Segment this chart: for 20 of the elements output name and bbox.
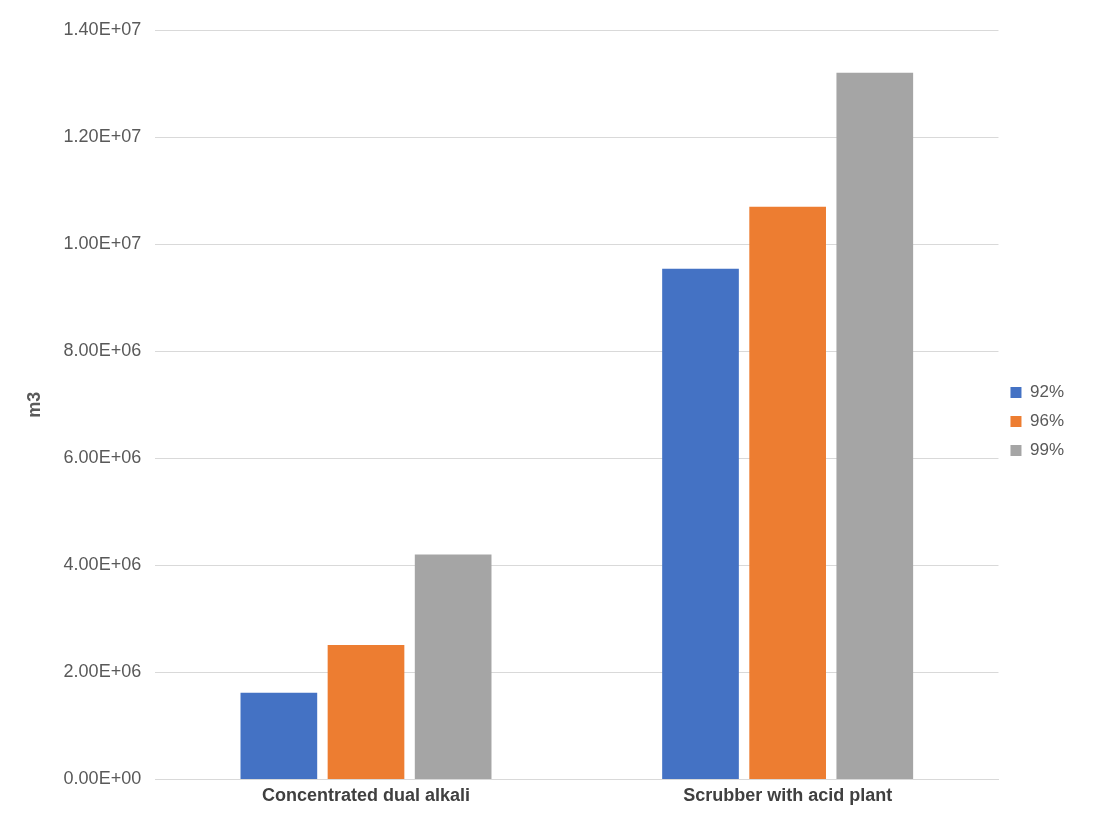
- legend-label: 92%: [1029, 382, 1065, 402]
- y-tick-label: 8.00E+06: [63, 340, 142, 361]
- y-tick-label: 1.40E+07: [63, 18, 142, 39]
- y-tick-label: 0.00E+00: [63, 768, 142, 789]
- legend-label: 99%: [1029, 440, 1065, 460]
- x-tick-label: Scrubber with acid plant: [683, 785, 893, 806]
- y-axis-title: m3: [23, 391, 44, 418]
- bar: [662, 268, 739, 779]
- bar: [414, 554, 492, 779]
- bar: [836, 72, 914, 779]
- y-tick-label: 2.00E+06: [63, 661, 142, 682]
- bar: [327, 645, 405, 779]
- y-tick-label: 1.00E+07: [63, 233, 142, 254]
- bar: [749, 206, 826, 779]
- y-tick-label: 1.20E+07: [63, 126, 142, 147]
- y-tick-label: 4.00E+06: [63, 554, 142, 575]
- legend-label: 96%: [1029, 411, 1065, 431]
- bar: [240, 692, 318, 779]
- y-tick-label: 6.00E+06: [63, 447, 142, 468]
- x-tick-label: Concentrated dual alkali: [261, 785, 471, 806]
